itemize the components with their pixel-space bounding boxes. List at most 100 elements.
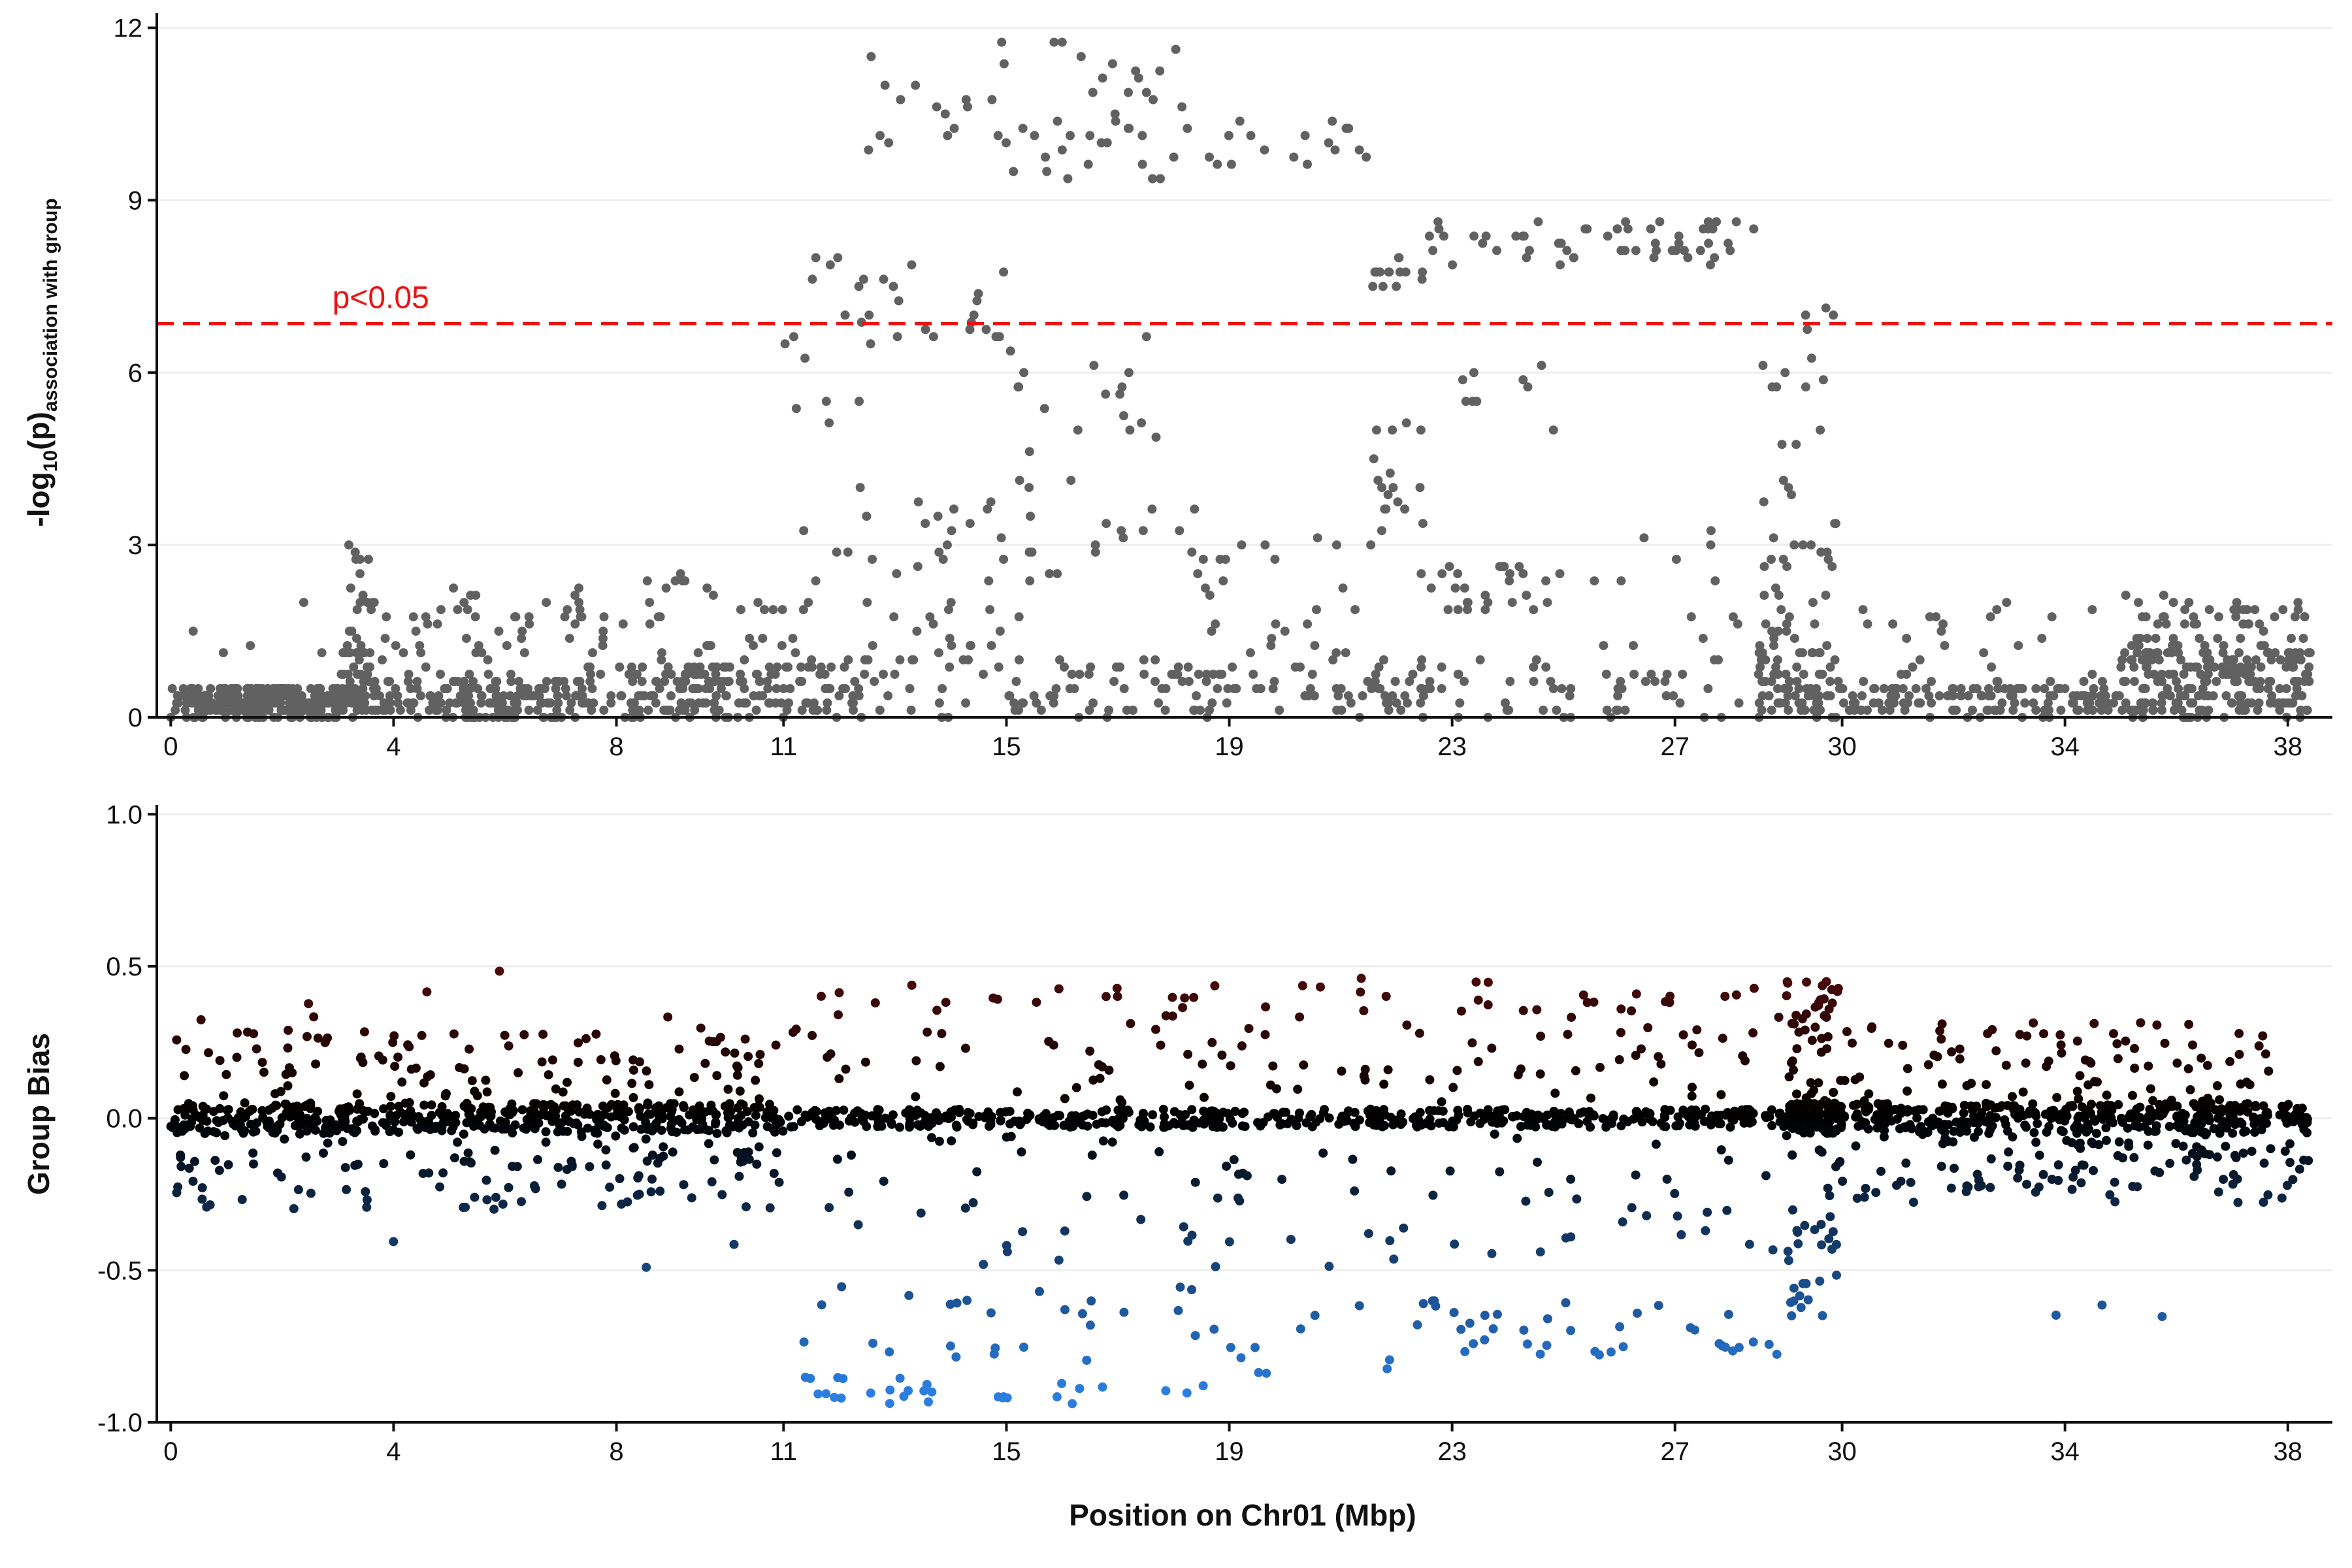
data-point: [880, 80, 890, 90]
data-point: [2053, 1175, 2063, 1185]
data-point: [1111, 1120, 1121, 1130]
data-point: [740, 684, 749, 693]
data-point: [350, 547, 360, 557]
data-point: [1350, 1186, 1360, 1196]
data-point: [272, 1101, 282, 1111]
data-point: [355, 1099, 365, 1109]
data-point: [1275, 1120, 1285, 1130]
data-point: [264, 706, 274, 715]
data-point: [1286, 1235, 1296, 1245]
data-point: [819, 1119, 828, 1128]
data-point: [1797, 698, 1807, 708]
data-point: [382, 698, 392, 708]
data-point: [711, 1037, 721, 1047]
data-point: [1205, 706, 1214, 715]
data-point: [477, 648, 487, 658]
data-point: [2174, 684, 2183, 693]
data-point: [2234, 1028, 2244, 1038]
data-point: [1924, 691, 1934, 700]
data-point: [1483, 1000, 1493, 1009]
data-point: [826, 1049, 836, 1059]
x-tick-label: 19: [1215, 732, 1244, 761]
data-point: [2160, 1038, 2170, 1048]
data-point: [1816, 706, 1825, 715]
data-point: [1104, 1066, 1114, 1075]
data-point: [1566, 684, 1576, 693]
data-point: [1522, 253, 1531, 263]
data-point: [2056, 706, 2066, 715]
data-point: [1789, 634, 1799, 644]
data-point: [352, 605, 362, 615]
data-point: [1771, 583, 1780, 593]
data-point: [1982, 706, 1992, 715]
data-point: [610, 1088, 620, 1098]
data-point: [748, 1128, 758, 1137]
data-point: [1916, 698, 1925, 708]
data-point: [601, 1145, 611, 1155]
data-point: [1821, 1100, 1831, 1109]
data-point: [342, 641, 352, 651]
data-point: [176, 1152, 186, 1162]
data-point: [572, 677, 582, 686]
data-point: [2232, 670, 2242, 679]
data-point: [1938, 619, 1948, 629]
data-point: [1984, 684, 1993, 693]
data-point: [2077, 1102, 2087, 1112]
data-point: [1155, 66, 1165, 76]
data-point: [2264, 1066, 2274, 1076]
data-point: [2168, 598, 2178, 608]
data-point: [426, 691, 436, 700]
data-point: [963, 1107, 973, 1117]
data-point: [1224, 131, 1233, 140]
data-point: [217, 706, 227, 715]
data-point: [596, 670, 606, 679]
data-point: [1280, 627, 1290, 636]
data-point: [643, 1100, 652, 1110]
data-point: [2206, 1098, 2215, 1108]
data-point: [1090, 547, 1100, 557]
data-point: [1857, 691, 1867, 700]
data-point: [350, 698, 359, 708]
data-point: [593, 1109, 602, 1119]
data-point: [220, 1131, 230, 1141]
data-point: [525, 619, 534, 629]
data-point: [1915, 655, 1925, 664]
data-point: [1903, 1086, 1912, 1096]
data-point: [1933, 1052, 1942, 1062]
data-point: [1487, 1249, 1497, 1258]
data-point: [1529, 605, 1539, 615]
data-point: [1814, 648, 1824, 658]
data-point: [2197, 1053, 2206, 1063]
data-point: [1962, 1126, 1972, 1136]
data-point: [1324, 1262, 1334, 1271]
data-point: [1985, 612, 1995, 622]
data-point: [753, 598, 763, 608]
data-point: [1333, 691, 1343, 700]
data-point: [1789, 1296, 1799, 1306]
data-point: [1210, 981, 1220, 990]
data-point: [1792, 1044, 1802, 1054]
data-point: [2052, 1092, 2062, 1102]
data-point: [932, 1108, 941, 1118]
data-point: [2117, 1117, 2127, 1127]
data-point: [257, 1058, 267, 1068]
data-point: [399, 1117, 408, 1127]
data-point: [1518, 231, 1527, 241]
data-point: [1784, 1072, 1794, 1082]
data-point: [2097, 1111, 2106, 1121]
data-point: [1338, 583, 1348, 593]
data-point: [1616, 246, 1626, 255]
data-point: [894, 296, 904, 306]
data-point: [512, 1162, 522, 1171]
data-point: [259, 698, 269, 708]
data-point: [1115, 1095, 1125, 1105]
data-point: [1113, 992, 1122, 1002]
data-point: [2300, 677, 2310, 686]
data-point: [2062, 1135, 2072, 1145]
data-point: [702, 641, 712, 651]
data-point: [1789, 1283, 1799, 1293]
data-point: [657, 1109, 666, 1119]
data-point: [2163, 684, 2172, 693]
data-point: [2288, 1175, 2298, 1184]
data-point: [2258, 1031, 2268, 1041]
